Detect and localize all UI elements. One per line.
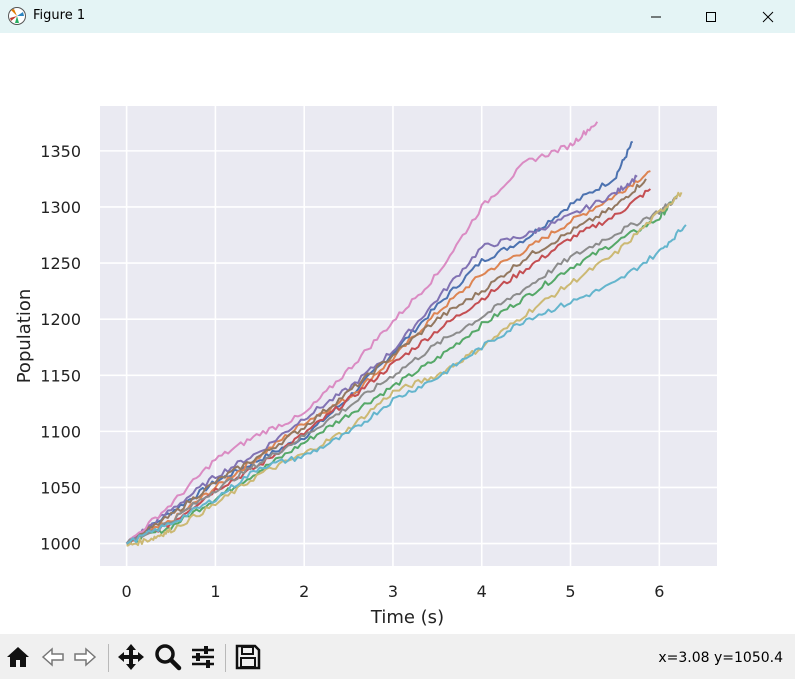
configure-subplots-button[interactable] — [188, 642, 218, 672]
y-tick-label: 1050 — [40, 478, 81, 497]
matplotlib-logo-icon — [8, 7, 26, 25]
y-tick-label: 1200 — [40, 310, 81, 329]
title-bar: Figure 1 — [0, 0, 795, 33]
zoom-icon — [155, 644, 182, 671]
close-icon — [762, 11, 774, 22]
minimize-icon — [651, 16, 661, 17]
x-tick-label: 0 — [122, 582, 132, 601]
series-line-9 — [126, 224, 687, 545]
home-icon — [7, 647, 29, 667]
maximize-button[interactable] — [688, 0, 734, 33]
series-line-3 — [125, 188, 652, 545]
x-tick-label: 1 — [210, 582, 220, 601]
x-tick-label: 5 — [565, 582, 575, 601]
series-line-4 — [125, 174, 638, 545]
x-tick-label: 4 — [477, 582, 487, 601]
minimize-button[interactable] — [633, 0, 679, 33]
zoom-button[interactable] — [153, 642, 183, 672]
home-button[interactable] — [3, 642, 33, 672]
y-tick-label: 1100 — [40, 422, 81, 441]
series-line-1 — [125, 170, 651, 545]
cursor-coordinates: x=3.08 y=1050.4 — [658, 650, 783, 666]
y-tick-label: 1300 — [40, 198, 81, 217]
back-icon — [41, 647, 64, 667]
forward-button[interactable] — [70, 642, 100, 672]
x-tick-label: 3 — [388, 582, 398, 601]
x-tick-label: 6 — [654, 582, 664, 601]
figure-canvas[interactable]: 0 1 2 3 4 5 6 1000 1050 1100 1150 1200 1250 1300 1350 T… — [0, 33, 795, 634]
forward-icon — [74, 647, 97, 667]
navigation-toolbar: x=3.08 y=1050.4 — [0, 634, 795, 679]
series-line-7 — [125, 197, 678, 545]
y-axis-label: Population — [14, 289, 35, 384]
maximize-icon — [706, 11, 716, 22]
close-button[interactable] — [745, 0, 791, 33]
y-tick-label: 1350 — [40, 142, 81, 161]
pan-button[interactable] — [116, 642, 146, 672]
toolbar-separator — [108, 644, 109, 672]
configure-subplots-icon — [192, 646, 214, 668]
window-title: Figure 1 — [33, 8, 86, 23]
pan-icon — [118, 644, 144, 670]
y-tick-label: 1250 — [40, 254, 81, 273]
series-line-8 — [126, 191, 683, 547]
series-line-5 — [126, 178, 647, 546]
series-line-6 — [125, 121, 599, 545]
toolbar-separator — [225, 644, 226, 672]
y-tick-label: 1000 — [40, 535, 81, 554]
back-button[interactable] — [38, 642, 68, 672]
y-tick-label: 1150 — [40, 366, 81, 385]
save-button[interactable] — [233, 642, 263, 672]
x-axis-label: Time (s) — [370, 607, 444, 628]
x-tick-label: 2 — [299, 582, 309, 601]
save-icon — [235, 644, 261, 670]
